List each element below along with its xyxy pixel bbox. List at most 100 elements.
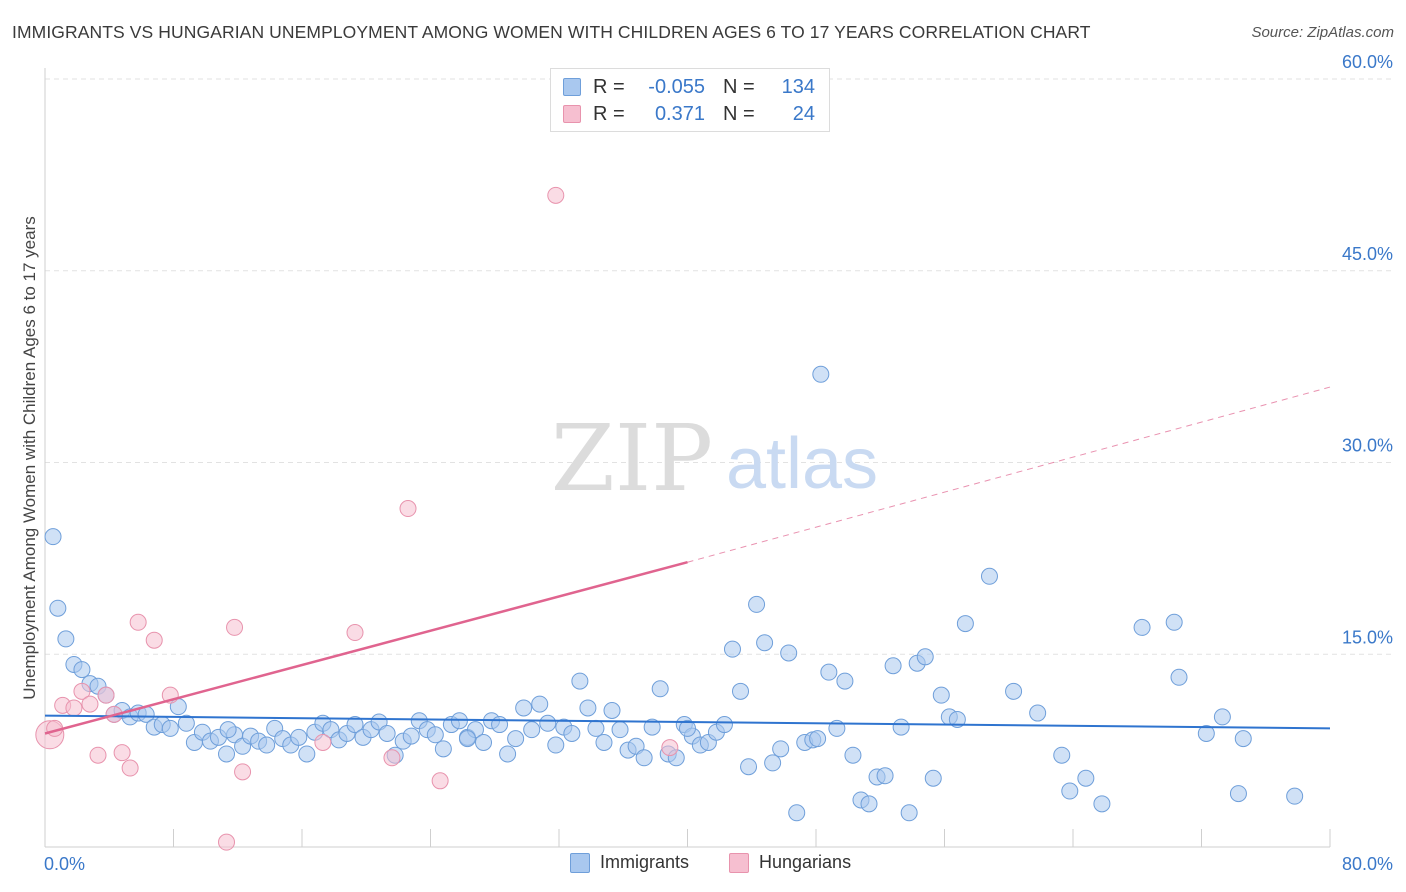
immigrants-point [844, 746, 862, 764]
r-value: -0.055 [648, 75, 705, 98]
hungarians-point [661, 739, 679, 757]
immigrants-point [924, 769, 942, 787]
immigrants-point [956, 615, 974, 633]
immigrants-point [1029, 704, 1047, 722]
immigrants-point [679, 719, 696, 737]
legend-item-immigrants[interactable]: Immigrants [570, 852, 689, 873]
immigrants-point [723, 640, 741, 658]
immigrants-point [219, 721, 237, 739]
watermark-atlas: atlas [726, 424, 878, 504]
trend-lines [44, 386, 1331, 735]
immigrants-point [715, 716, 733, 734]
immigrants-point [515, 699, 533, 717]
immigrants-point [458, 730, 476, 748]
immigrants-point [563, 725, 581, 743]
immigrants-point [740, 758, 758, 776]
hungarians-point [346, 624, 364, 642]
immigrants-point [611, 721, 629, 739]
hungarians-swatch [563, 105, 581, 123]
immigrants-point [579, 699, 597, 717]
hungarians-swatch [729, 852, 750, 873]
immigrants-point [1093, 795, 1111, 813]
axes [44, 68, 1331, 848]
immigrants-point [426, 726, 444, 744]
immigrants-point [499, 745, 517, 763]
correlation-legend: R = -0.055 N = 134 R = 0.371 N = 24 [550, 68, 830, 132]
immigrants-point [507, 730, 525, 748]
hungarians-point [547, 186, 565, 204]
immigrants-point [651, 680, 669, 698]
immigrants-point [1077, 769, 1095, 787]
immigrants-point [49, 599, 67, 617]
immigrants-point [812, 365, 830, 383]
x-tick-label-min: 0.0% [44, 854, 85, 874]
immigrants-point [772, 740, 790, 758]
y-tick-labels: 15.0% 30.0% 45.0% 60.0% [1342, 52, 1393, 647]
immigrants-trend-line [44, 714, 1331, 730]
y-tick-label: 45.0% [1342, 244, 1393, 264]
immigrants-point [635, 749, 653, 767]
immigrants-point [539, 714, 557, 732]
immigrants-point [884, 657, 902, 675]
n-label: N = [723, 75, 755, 98]
immigrants-point [643, 718, 661, 736]
immigrants-point [1229, 785, 1247, 803]
immigrants-point [1165, 613, 1183, 631]
immigrants-point [836, 672, 854, 690]
hungarians-points [35, 186, 679, 851]
hungarians-point [145, 631, 163, 649]
immigrants-point [1005, 682, 1023, 700]
immigrants-point [788, 804, 806, 822]
legend-label-immigrants: Immigrants [600, 852, 690, 872]
immigrants-point [876, 767, 894, 785]
immigrants-point [809, 730, 827, 748]
immigrants-point [258, 736, 276, 754]
legend-item-hungarians[interactable]: Hungarians [729, 852, 851, 873]
hungarians-point [81, 695, 99, 713]
x-tick-labels: 0.0% 80.0% [44, 854, 1393, 874]
immigrants-point [1061, 782, 1079, 800]
hungarians-point [113, 744, 131, 762]
immigrants-swatch [563, 78, 581, 96]
immigrants-point [980, 567, 998, 585]
immigrants-point [531, 695, 549, 713]
immigrants-point [1234, 730, 1252, 748]
immigrants-point [290, 728, 308, 746]
r-label: R = [593, 102, 625, 125]
immigrants-point [627, 737, 645, 755]
immigrants-point [44, 528, 62, 546]
immigrants-point [547, 736, 565, 754]
chart-title: IMMIGRANTS VS HUNGARIAN UNEMPLOYMENT AMO… [12, 22, 1091, 42]
y-tick-label: 60.0% [1342, 52, 1393, 72]
watermark: ZIP atlas [551, 405, 878, 512]
immigrants-point [764, 754, 782, 772]
hungarians-point [97, 686, 115, 704]
hungarians-point [431, 772, 449, 790]
hungarians-point [399, 500, 417, 518]
immigrants-point [932, 686, 950, 704]
hungarians-point [89, 746, 107, 764]
hungarians-trend-extension [687, 386, 1331, 563]
n-label: N = [723, 102, 755, 125]
immigrants-point [780, 644, 798, 662]
hungarians-point [121, 759, 139, 777]
immigrants-point [1286, 787, 1304, 805]
immigrants-point [916, 648, 934, 666]
r-value: 0.371 [654, 102, 705, 125]
immigrants-point [1170, 668, 1188, 686]
immigrants-point [595, 733, 613, 751]
immigrants-point [73, 661, 91, 679]
immigrants-point [346, 716, 364, 734]
source-label: Source: ZipAtlas.com [1251, 24, 1394, 41]
r-label: R = [593, 75, 625, 98]
immigrants-point [218, 745, 236, 763]
immigrants-point [491, 716, 509, 734]
hungarians-point [314, 733, 332, 751]
immigrants-point [892, 718, 910, 736]
immigrants-point [402, 727, 420, 745]
immigrants-point [161, 719, 179, 737]
immigrants-point [860, 795, 878, 813]
n-value: 24 [792, 102, 815, 125]
hungarians-point [226, 618, 244, 636]
